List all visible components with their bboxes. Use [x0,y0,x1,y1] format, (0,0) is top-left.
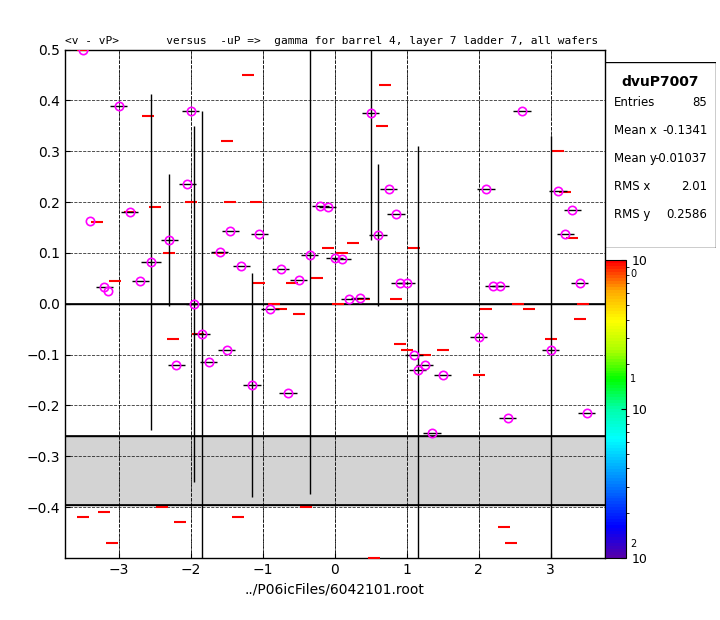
Text: -0.1341: -0.1341 [662,125,708,137]
Text: 2.01: 2.01 [681,180,708,193]
Text: Entries: Entries [613,97,655,109]
Text: 85: 85 [693,97,708,109]
Text: 1: 1 [630,374,636,384]
Text: Mean x: Mean x [613,125,657,137]
Text: dvuP7007: dvuP7007 [622,75,699,89]
Text: 2: 2 [630,539,636,549]
Text: 0.2586: 0.2586 [667,208,708,221]
Text: 0: 0 [630,269,636,280]
Text: <v - vP>       versus  -uP =>  gamma for barrel 4, layer 7 ladder 7, all wafers: <v - vP> versus -uP => gamma for barrel … [65,36,598,46]
Text: RMS y: RMS y [613,208,650,221]
Bar [65,436,605,505]
X-axis label: ../P06icFiles/6042101.root: ../P06icFiles/6042101.root [245,582,425,596]
Text: RMS x: RMS x [613,180,650,193]
FancyBboxPatch shape [605,62,716,248]
Text: -0.01037: -0.01037 [655,153,708,165]
Text: Mean y: Mean y [613,153,657,165]
